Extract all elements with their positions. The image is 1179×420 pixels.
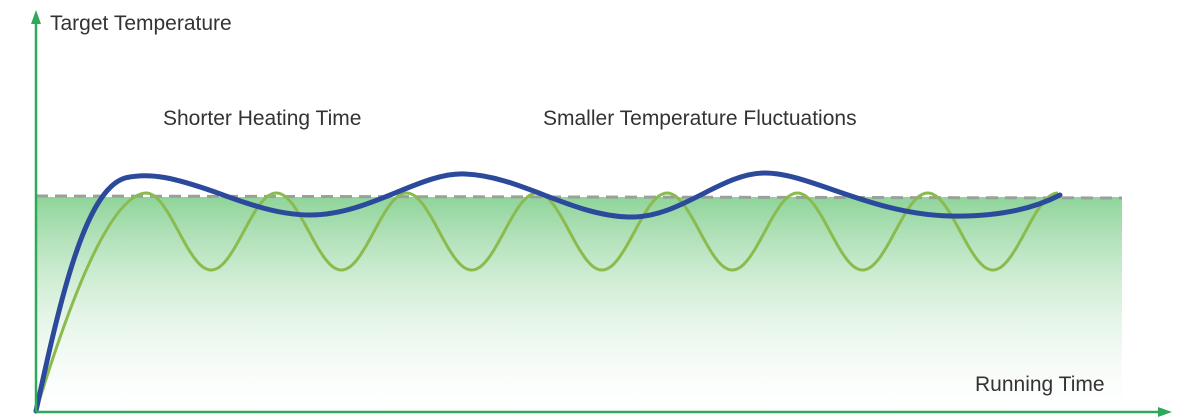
x-axis-title: Running Time — [975, 373, 1105, 396]
green-curve — [34, 191, 1059, 412]
setpoint-dashed-line — [35, 194, 1123, 200]
callout-temperature-fluctuations: Smaller Temperature Fluctuations — [543, 107, 857, 130]
y-axis-arrow-icon — [31, 10, 41, 24]
callout-heating-time: Shorter Heating Time — [163, 107, 362, 130]
target-zone-fill — [36, 197, 1122, 412]
y-axis-title: Target Temperature — [50, 12, 232, 35]
x-axis-arrow-icon — [1158, 407, 1172, 417]
blue-curve — [33, 170, 1063, 414]
